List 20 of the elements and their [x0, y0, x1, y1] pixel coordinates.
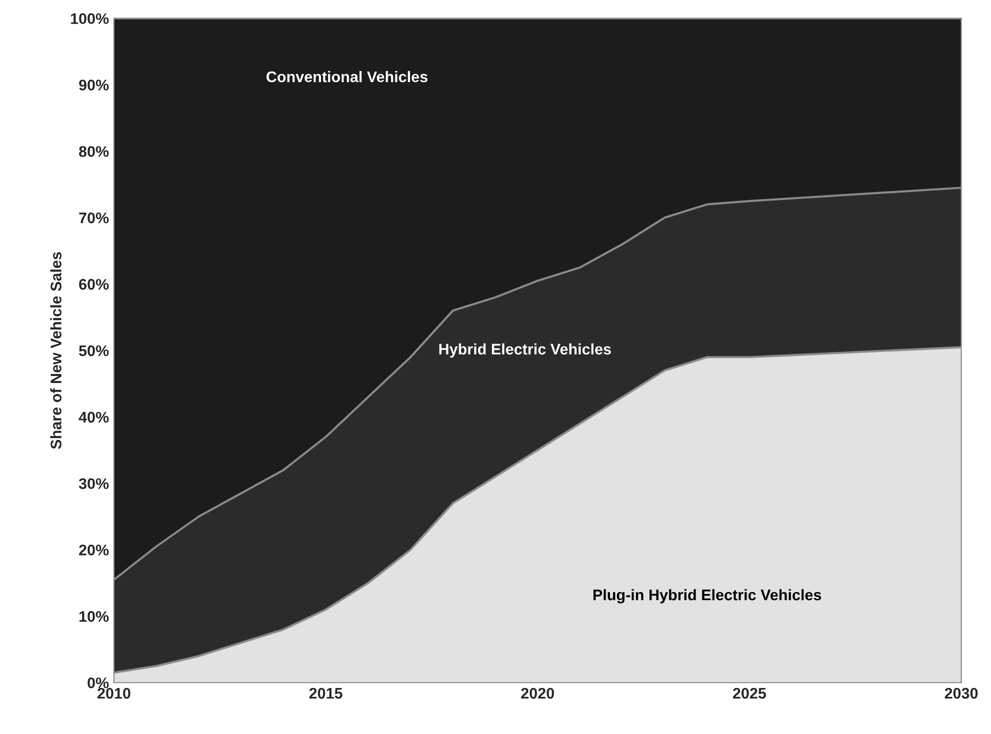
- y-tick-label: 30%: [78, 478, 109, 490]
- y-tick-label: 80%: [79, 146, 109, 157]
- y-tick-label: 50%: [78, 345, 109, 356]
- series-label: Plug-in Hybrid Electric Vehicles: [593, 589, 822, 604]
- series-label: Hybrid Electric Vehicles: [439, 343, 611, 358]
- y-tick-label: 70%: [79, 212, 109, 224]
- y-tick-label: 10%: [79, 611, 109, 622]
- x-tick-label: 2030: [944, 688, 978, 699]
- y-tick-label: 40%: [78, 412, 109, 423]
- series-label: Conventional Vehicles: [266, 71, 428, 82]
- y-tick-label: 90%: [79, 80, 109, 90]
- x-tick-label: 2015: [309, 688, 342, 699]
- y-tick-label: 20%: [79, 544, 109, 556]
- x-tick-label: 2025: [732, 688, 766, 699]
- x-tick-label: 2020: [521, 688, 554, 699]
- y-tick-label: 0%: [88, 677, 109, 688]
- y-tick-label: 100%: [70, 13, 109, 24]
- y-tick-label: 60%: [79, 278, 109, 290]
- y-axis-title: Share of New Vehicle Sales: [50, 252, 62, 449]
- x-tick-label: 2010: [98, 688, 130, 699]
